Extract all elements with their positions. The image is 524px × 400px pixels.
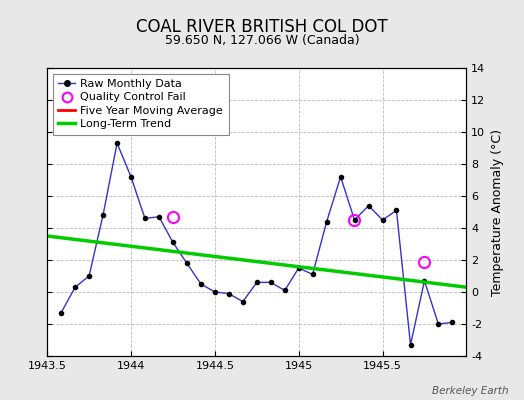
Text: COAL RIVER BRITISH COL DOT: COAL RIVER BRITISH COL DOT [136, 18, 388, 36]
Legend: Raw Monthly Data, Quality Control Fail, Five Year Moving Average, Long-Term Tren: Raw Monthly Data, Quality Control Fail, … [53, 74, 229, 135]
Text: 59.650 N, 127.066 W (Canada): 59.650 N, 127.066 W (Canada) [165, 34, 359, 47]
Text: Berkeley Earth: Berkeley Earth [432, 386, 508, 396]
Y-axis label: Temperature Anomaly (°C): Temperature Anomaly (°C) [491, 128, 504, 296]
